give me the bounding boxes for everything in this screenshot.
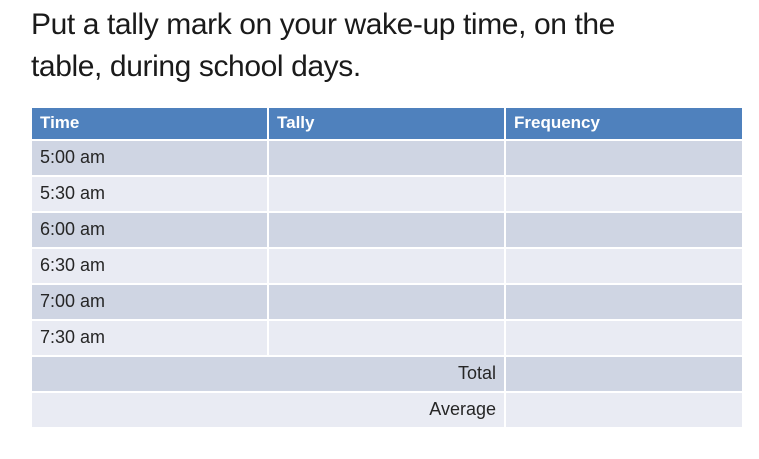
time-cell: 6:30 am xyxy=(30,247,269,285)
header-cell-tally: Tally xyxy=(267,106,506,141)
frequency-cell[interactable] xyxy=(504,139,744,177)
frequency-cell[interactable] xyxy=(504,211,744,249)
time-cell: 6:00 am xyxy=(30,211,269,249)
tally-cell[interactable] xyxy=(267,283,506,321)
table-row: 7:00 am xyxy=(30,283,744,321)
header-cell-frequency: Frequency xyxy=(504,106,744,141)
average-value-cell[interactable] xyxy=(504,391,744,429)
frequency-cell[interactable] xyxy=(504,175,744,213)
page-title-line2: table, during school days. xyxy=(31,50,361,83)
time-cell: 7:00 am xyxy=(30,283,269,321)
table-row: 5:00 am xyxy=(30,139,744,177)
table-row: 7:30 am xyxy=(30,319,744,357)
average-label-cell: Average xyxy=(30,391,506,429)
table-row: 6:30 am xyxy=(30,247,744,285)
tally-cell[interactable] xyxy=(267,175,506,213)
table-row: 5:30 am xyxy=(30,175,744,213)
tally-cell[interactable] xyxy=(267,139,506,177)
frequency-cell[interactable] xyxy=(504,283,744,321)
table-row: 6:00 am xyxy=(30,211,744,249)
time-cell: 7:30 am xyxy=(30,319,269,357)
wake-up-time-table: Time Tally Frequency 5:00 am 5:30 am 6:0… xyxy=(30,106,744,429)
frequency-cell[interactable] xyxy=(504,247,744,285)
total-value-cell[interactable] xyxy=(504,355,744,393)
tally-cell[interactable] xyxy=(267,247,506,285)
tally-cell[interactable] xyxy=(267,211,506,249)
header-row: Time Tally Frequency xyxy=(30,106,744,141)
time-cell: 5:00 am xyxy=(30,139,269,177)
time-cell: 5:30 am xyxy=(30,175,269,213)
total-label-cell: Total xyxy=(30,355,506,393)
page-title: Put a tally mark on your wake-up time, o… xyxy=(31,4,741,88)
page-title-line1: Put a tally mark on your wake-up time, o… xyxy=(31,8,615,41)
header-cell-time: Time xyxy=(30,106,269,141)
summary-row-total: Total xyxy=(30,355,744,393)
frequency-cell[interactable] xyxy=(504,319,744,357)
summary-row-average: Average xyxy=(30,391,744,429)
tally-cell[interactable] xyxy=(267,319,506,357)
